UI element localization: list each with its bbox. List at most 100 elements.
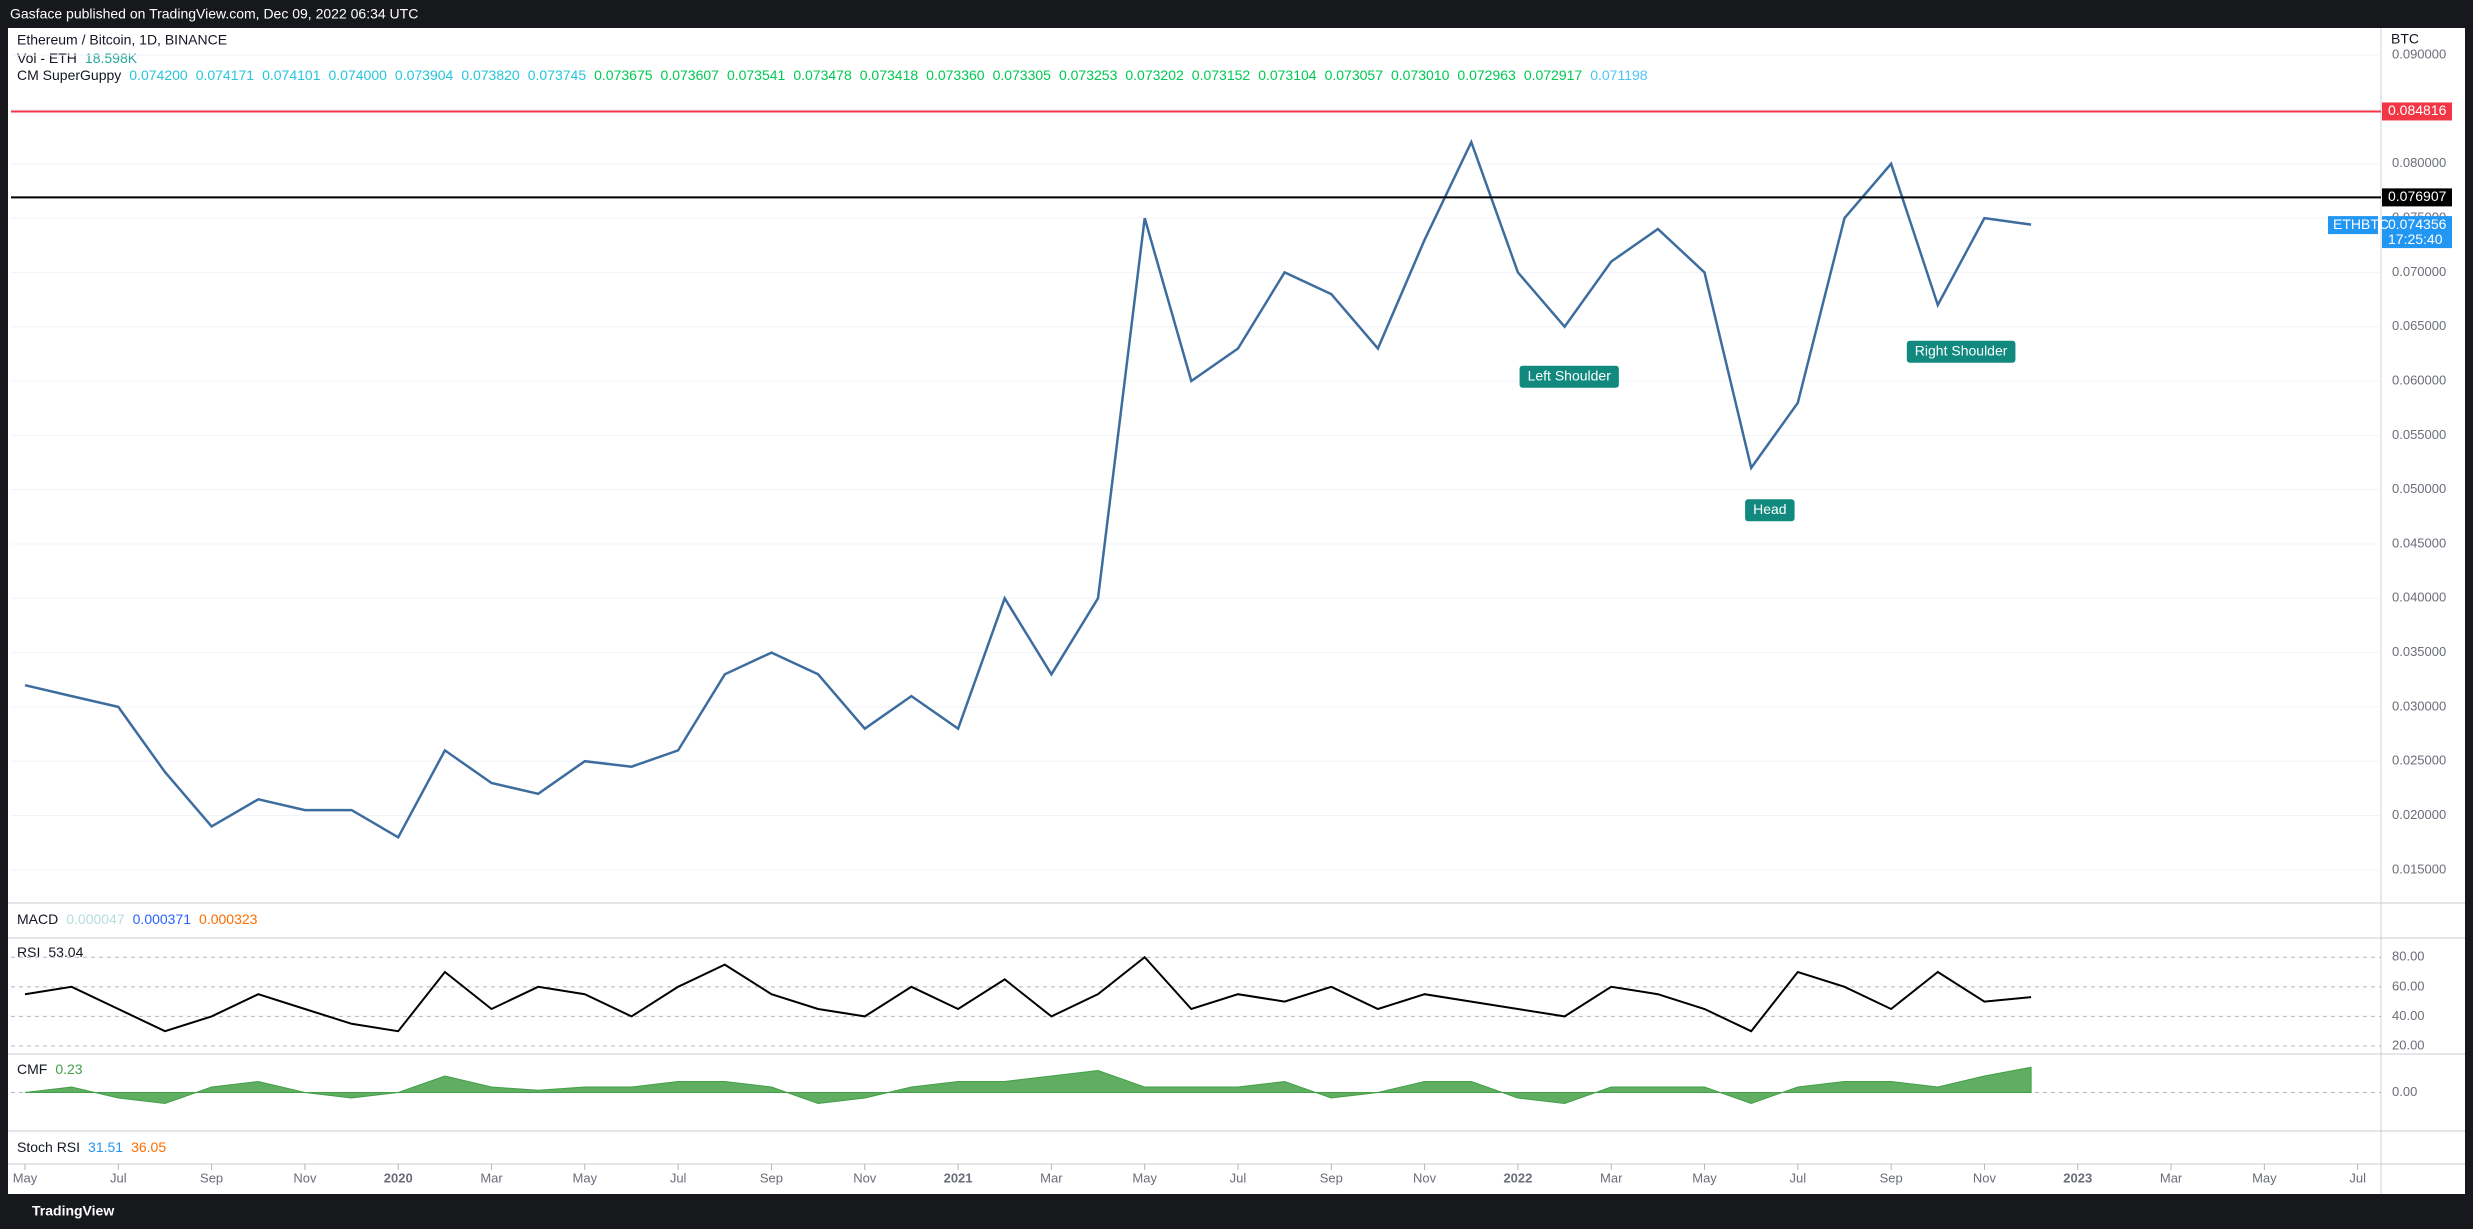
guppy-value: 0.073253 xyxy=(1059,67,1118,83)
cmf-title: CMF xyxy=(17,1061,47,1077)
symbol-box xyxy=(2328,216,2378,235)
stoch-value: 31.51 xyxy=(88,1139,123,1155)
price-label-box xyxy=(2382,102,2452,121)
price-label: 0.084816 xyxy=(2388,102,2447,118)
x-tick-label: Nov xyxy=(853,1170,877,1185)
x-tick-label: Nov xyxy=(1413,1170,1437,1185)
guppy-value: 0.073057 xyxy=(1325,67,1384,83)
volume-value: 18.598K xyxy=(85,50,138,66)
x-tick-label: Mar xyxy=(2160,1170,2183,1185)
y-tick-label: 0.040000 xyxy=(2392,590,2446,605)
x-tick-label: Sep xyxy=(200,1170,223,1185)
y-tick-label: 0.055000 xyxy=(2392,427,2446,442)
rsi-value: 53.04 xyxy=(48,944,83,960)
volume-legend: Vol - ETH 18.598K xyxy=(17,50,138,66)
x-tick-label: May xyxy=(2252,1170,2277,1185)
guppy-value: 0.073152 xyxy=(1192,67,1251,83)
y-tick-label: 0.035000 xyxy=(2392,644,2446,659)
x-tick-label: May xyxy=(1692,1170,1717,1185)
x-tick-label: Mar xyxy=(1600,1170,1623,1185)
x-tick-label: Mar xyxy=(480,1170,503,1185)
countdown: 17:25:40 xyxy=(2388,231,2443,247)
annotation-box xyxy=(1745,499,1795,522)
y-tick-label: 0.00 xyxy=(2392,1084,2417,1099)
macd-value: 0.000371 xyxy=(133,911,192,927)
guppy-value: 0.074000 xyxy=(329,67,388,83)
y-tick-label: 0.020000 xyxy=(2392,807,2446,822)
y-tick-label: 0.025000 xyxy=(2392,753,2446,768)
area xyxy=(24,1066,2032,1105)
x-tick-label: Jul xyxy=(1230,1170,1247,1185)
guppy-value: 0.073418 xyxy=(860,67,919,83)
rsi-legend: RSI 53.04 xyxy=(17,944,84,960)
guppy-value: 0.073820 xyxy=(461,67,520,83)
x-tick-label: May xyxy=(573,1170,598,1185)
y-tick-label: 40.00 xyxy=(2392,1008,2425,1023)
y-tick-label: 60.00 xyxy=(2392,978,2425,993)
x-tick-label: Jul xyxy=(670,1170,687,1185)
x-tick-label: Sep xyxy=(1880,1170,1903,1185)
x-tick-label: Sep xyxy=(760,1170,783,1185)
guppy-value: 0.072917 xyxy=(1524,67,1583,83)
x-tick-label: 2020 xyxy=(384,1170,413,1185)
y-tick-label: 0.015000 xyxy=(2392,861,2446,876)
guppy-value: 0.074200 xyxy=(129,67,188,83)
line xyxy=(24,955,2032,1033)
guppy-value: 0.073305 xyxy=(993,67,1052,83)
current-price-box xyxy=(2382,216,2452,249)
macd-value: 0.000047 xyxy=(66,911,125,927)
macd-legend: MACD 0.000047 0.000371 0.000323 xyxy=(17,911,258,927)
x-tick-label: Mar xyxy=(1040,1170,1063,1185)
y-tick-label: 0.080000 xyxy=(2392,155,2446,170)
chart-title: Ethereum / Bitcoin, 1D, BINANCE xyxy=(17,32,227,48)
annotation-box xyxy=(1906,340,2016,363)
x-tick-label: Jul xyxy=(110,1170,127,1185)
guppy-value: 0.072963 xyxy=(1457,67,1516,83)
guppy-value: 0.073010 xyxy=(1391,67,1450,83)
y-tick-label: 20.00 xyxy=(2392,1037,2425,1052)
macd-value: 0.000323 xyxy=(199,911,258,927)
y-tick-label: 0.090000 xyxy=(2392,47,2446,62)
x-tick-label: Nov xyxy=(293,1170,317,1185)
guppy-value: 0.073360 xyxy=(926,67,985,83)
symbol-label: ETHBTC xyxy=(2333,216,2389,232)
current-price: 0.074356 xyxy=(2388,216,2447,232)
guppy-value: 0.073904 xyxy=(395,67,454,83)
x-tick-label: Sep xyxy=(1320,1170,1343,1185)
guppy-value: 0.073541 xyxy=(727,67,786,83)
annotation-text: Right Shoulder xyxy=(1915,342,2008,358)
guppy-value: 0.073745 xyxy=(528,67,587,83)
y-tick-label: 0.060000 xyxy=(2392,372,2446,387)
x-tick-label: 2023 xyxy=(2063,1170,2092,1185)
line xyxy=(24,138,2032,840)
x-tick-label: Jul xyxy=(1790,1170,1807,1185)
price-label: 0.076907 xyxy=(2388,188,2447,204)
volume-name: Vol - ETH xyxy=(17,50,77,66)
guppy-value: 0.074171 xyxy=(196,67,255,83)
y-tick-label: 0.070000 xyxy=(2392,264,2446,279)
guppy-name: CM SuperGuppy xyxy=(17,67,121,83)
price-label-box xyxy=(2382,188,2452,207)
x-tick-label: Jul xyxy=(2349,1170,2366,1185)
annotation-box xyxy=(1519,365,1619,388)
y-tick-label: 0.030000 xyxy=(2392,698,2446,713)
guppy-value: 0.073607 xyxy=(661,67,720,83)
cmf-value: 0.23 xyxy=(55,1061,82,1077)
cmf-legend: CMF 0.23 xyxy=(17,1061,83,1077)
rsi-title: RSI xyxy=(17,944,40,960)
y-tick-label: 0.045000 xyxy=(2392,535,2446,550)
brand: TradingView xyxy=(32,1203,114,1219)
annotation-text: Left Shoulder xyxy=(1528,367,1612,383)
guppy-value: 0.073478 xyxy=(793,67,852,83)
x-tick-label: May xyxy=(1132,1170,1157,1185)
guppy-value: 0.073104 xyxy=(1258,67,1317,83)
guppy-value: 0.074101 xyxy=(262,67,321,83)
y-tick-label: 0.050000 xyxy=(2392,481,2446,496)
currency: BTC xyxy=(2391,31,2419,47)
x-tick-label: May xyxy=(13,1170,38,1185)
x-tick-label: 2021 xyxy=(944,1170,973,1185)
guppy-legend: CM SuperGuppy 0.074200 0.074171 0.074101 0.0… xyxy=(17,67,1648,83)
y-tick-label: 0.065000 xyxy=(2392,318,2446,333)
guppy-value: 0.071198 xyxy=(1590,67,1648,83)
